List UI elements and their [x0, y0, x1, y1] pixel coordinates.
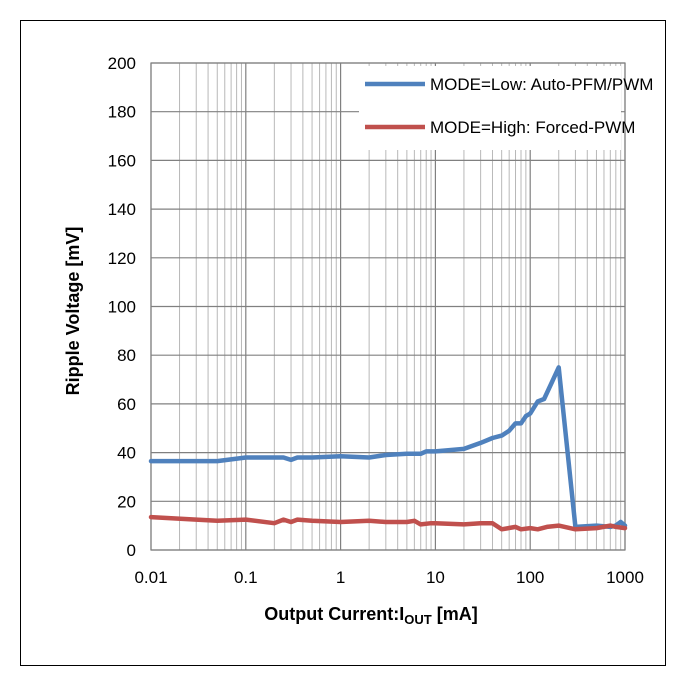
ripple-voltage-chart: 0 20 40 60 80 100 120 140 160 180 200 0.01 0.1 1 10 10… [63, 54, 653, 627]
x-tick-label: 0.01 [134, 568, 167, 587]
x-tick-label: 1 [336, 568, 345, 587]
x-axis-title: Output Current:IOUT [mA] [264, 604, 477, 627]
series-lines [148, 365, 628, 532]
x-tick-label: 10 [426, 568, 445, 587]
y-tick-label: 180 [108, 103, 136, 122]
x-axis-title-unit: [mA] [432, 604, 478, 624]
y-tick-label: 0 [127, 541, 136, 560]
x-axis-title-subscript: OUT [404, 612, 432, 627]
legend-label: MODE=Low: Auto-PFM/PWM [430, 75, 653, 94]
series-line-2 [148, 514, 628, 532]
y-tick-label: 120 [108, 249, 136, 268]
series-line-1 [148, 365, 628, 530]
x-tick-label: 100 [516, 568, 544, 587]
legend: MODE=Low: Auto-PFM/PWM MODE=High: Forced-… [359, 66, 653, 150]
plot-border [150, 62, 626, 551]
y-tick-label: 20 [117, 492, 136, 511]
y-tick-label: 140 [108, 200, 136, 219]
plot-area [150, 62, 626, 551]
x-tick-label: 0.1 [234, 568, 258, 587]
y-tick-label: 60 [117, 395, 136, 414]
y-tick-label: 80 [117, 346, 136, 365]
y-tick-label: 100 [108, 298, 136, 317]
y-tick-label: 40 [117, 444, 136, 463]
y-axis-title: Ripple Voltage [mV] [63, 227, 83, 396]
legend-label: MODE=High: Forced-PWM [430, 118, 635, 137]
x-axis-title-main: Output Current:I [264, 604, 404, 624]
chart-frame: 0 20 40 60 80 100 120 140 160 180 200 0.01 0.1 1 10 10… [20, 20, 666, 666]
legend-background [359, 66, 621, 150]
x-tick-label: 1000 [606, 568, 644, 587]
y-axis-ticks: 0 20 40 60 80 100 120 140 160 180 200 [108, 54, 136, 560]
y-tick-label: 160 [108, 151, 136, 170]
y-tick-label: 200 [108, 54, 136, 73]
x-axis-ticks: 0.01 0.1 1 10 100 1000 [134, 568, 643, 587]
